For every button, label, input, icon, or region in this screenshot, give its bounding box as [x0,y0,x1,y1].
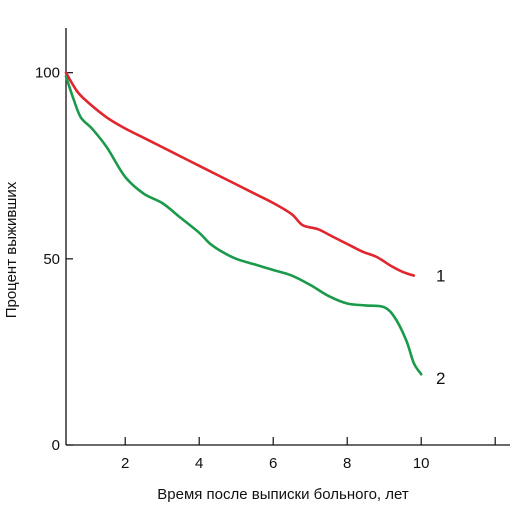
x-ticks: 2 4 6 8 10 [121,437,496,472]
series-layer [64,71,423,376]
y-tick-label: 50 [43,251,60,268]
x-tick-label: 8 [343,455,351,472]
curve-labels: 12 [436,267,445,388]
curve-label-2: 2 [436,369,445,388]
y-ticks: 0 50 100 [35,65,73,454]
y-tick-label: 100 [35,65,60,82]
x-tick-label: 4 [195,455,203,472]
y-tick-label: 0 [52,437,60,454]
chart-axes [65,28,510,446]
x-tick-label: 10 [413,455,430,472]
x-axis-title: Время после выписки больного, лет [157,486,409,503]
x-tick-label: 6 [269,455,277,472]
series-line-2 [64,75,423,376]
series-line-1 [64,71,416,277]
curve-label-1: 1 [436,267,445,286]
y-axis-title: Процент выживших [3,181,20,318]
x-tick-label: 2 [121,455,129,472]
